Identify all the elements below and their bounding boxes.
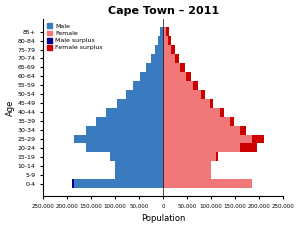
Bar bbox=[110, 153, 163, 161]
Bar bbox=[163, 108, 220, 117]
Bar bbox=[96, 117, 163, 125]
Bar bbox=[163, 170, 211, 179]
Bar bbox=[180, 63, 185, 72]
Bar bbox=[158, 36, 163, 45]
Bar bbox=[216, 153, 218, 161]
Bar bbox=[133, 81, 163, 90]
X-axis label: Population: Population bbox=[141, 214, 185, 224]
Bar bbox=[160, 27, 163, 36]
Bar bbox=[72, 179, 74, 188]
Bar bbox=[171, 45, 175, 54]
Bar bbox=[230, 117, 234, 125]
Bar bbox=[193, 81, 198, 90]
Bar bbox=[86, 125, 163, 134]
Bar bbox=[186, 72, 191, 81]
Bar bbox=[163, 90, 200, 99]
Bar bbox=[140, 72, 163, 81]
Title: Cape Town – 2011: Cape Town – 2011 bbox=[107, 5, 219, 16]
Bar bbox=[163, 99, 210, 108]
Bar bbox=[240, 125, 246, 134]
Bar bbox=[126, 90, 163, 99]
Bar bbox=[163, 63, 180, 72]
Bar bbox=[163, 125, 240, 134]
Y-axis label: Age: Age bbox=[6, 99, 15, 116]
Bar bbox=[74, 134, 163, 143]
Bar bbox=[163, 81, 193, 90]
Bar bbox=[163, 179, 252, 188]
Bar bbox=[163, 117, 230, 125]
Bar bbox=[163, 54, 175, 63]
Bar bbox=[200, 90, 205, 99]
Bar bbox=[210, 99, 214, 108]
Bar bbox=[163, 143, 240, 153]
Bar bbox=[252, 134, 264, 143]
Bar bbox=[74, 179, 163, 188]
Bar bbox=[106, 108, 163, 117]
Bar bbox=[163, 27, 167, 36]
Legend: Male, Female, Male surplus, Female surplus: Male, Female, Male surplus, Female surpl… bbox=[46, 22, 104, 52]
Bar bbox=[240, 143, 257, 153]
Bar bbox=[86, 143, 163, 153]
Bar bbox=[115, 161, 163, 170]
Bar bbox=[163, 72, 186, 81]
Bar bbox=[151, 54, 163, 63]
Bar bbox=[168, 36, 171, 45]
Bar bbox=[167, 27, 169, 36]
Bar bbox=[163, 36, 168, 45]
Bar bbox=[163, 161, 211, 170]
Bar bbox=[163, 134, 252, 143]
Bar bbox=[155, 45, 163, 54]
Bar bbox=[220, 108, 224, 117]
Bar bbox=[116, 99, 163, 108]
Bar bbox=[146, 63, 163, 72]
Bar bbox=[163, 45, 171, 54]
Bar bbox=[115, 170, 163, 179]
Bar bbox=[163, 153, 216, 161]
Bar bbox=[175, 54, 179, 63]
